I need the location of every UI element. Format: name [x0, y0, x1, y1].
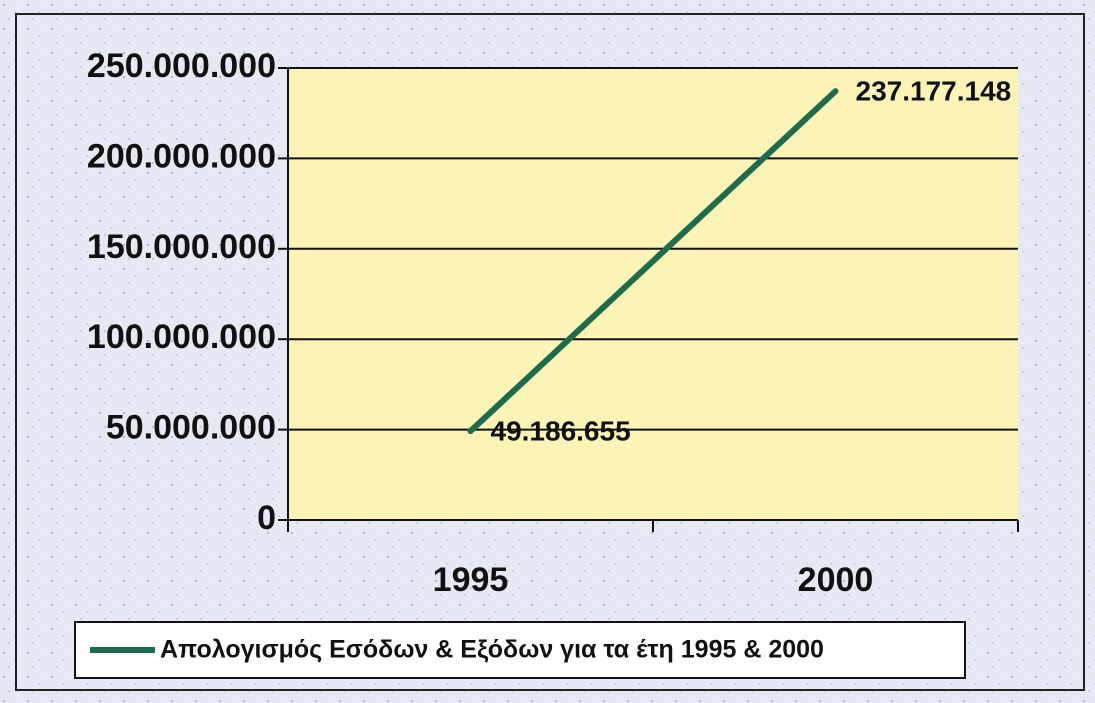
frame: [15, 13, 1085, 691]
y-tick-label: 0: [257, 499, 276, 537]
plot-area: [288, 68, 1018, 520]
series-line: [467, 88, 839, 435]
data-label: 49.186.655: [491, 415, 631, 446]
y-tick-label: 250.000.000: [87, 47, 276, 85]
y-tick-label: 200.000.000: [87, 137, 276, 175]
x-tick-label: 2000: [798, 561, 874, 599]
legend-box: [74, 621, 966, 679]
data-label: 237.177.148: [856, 76, 1012, 107]
x-tick-label: 1995: [433, 561, 509, 599]
legend-label: Απολογισμός Εσόδων & Εξόδων για τα έτη 1…: [160, 636, 824, 664]
y-tick-label: 100.000.000: [87, 318, 276, 356]
y-tick-label: 150.000.000: [87, 228, 276, 266]
y-tick-label: 50.000.000: [106, 409, 276, 447]
